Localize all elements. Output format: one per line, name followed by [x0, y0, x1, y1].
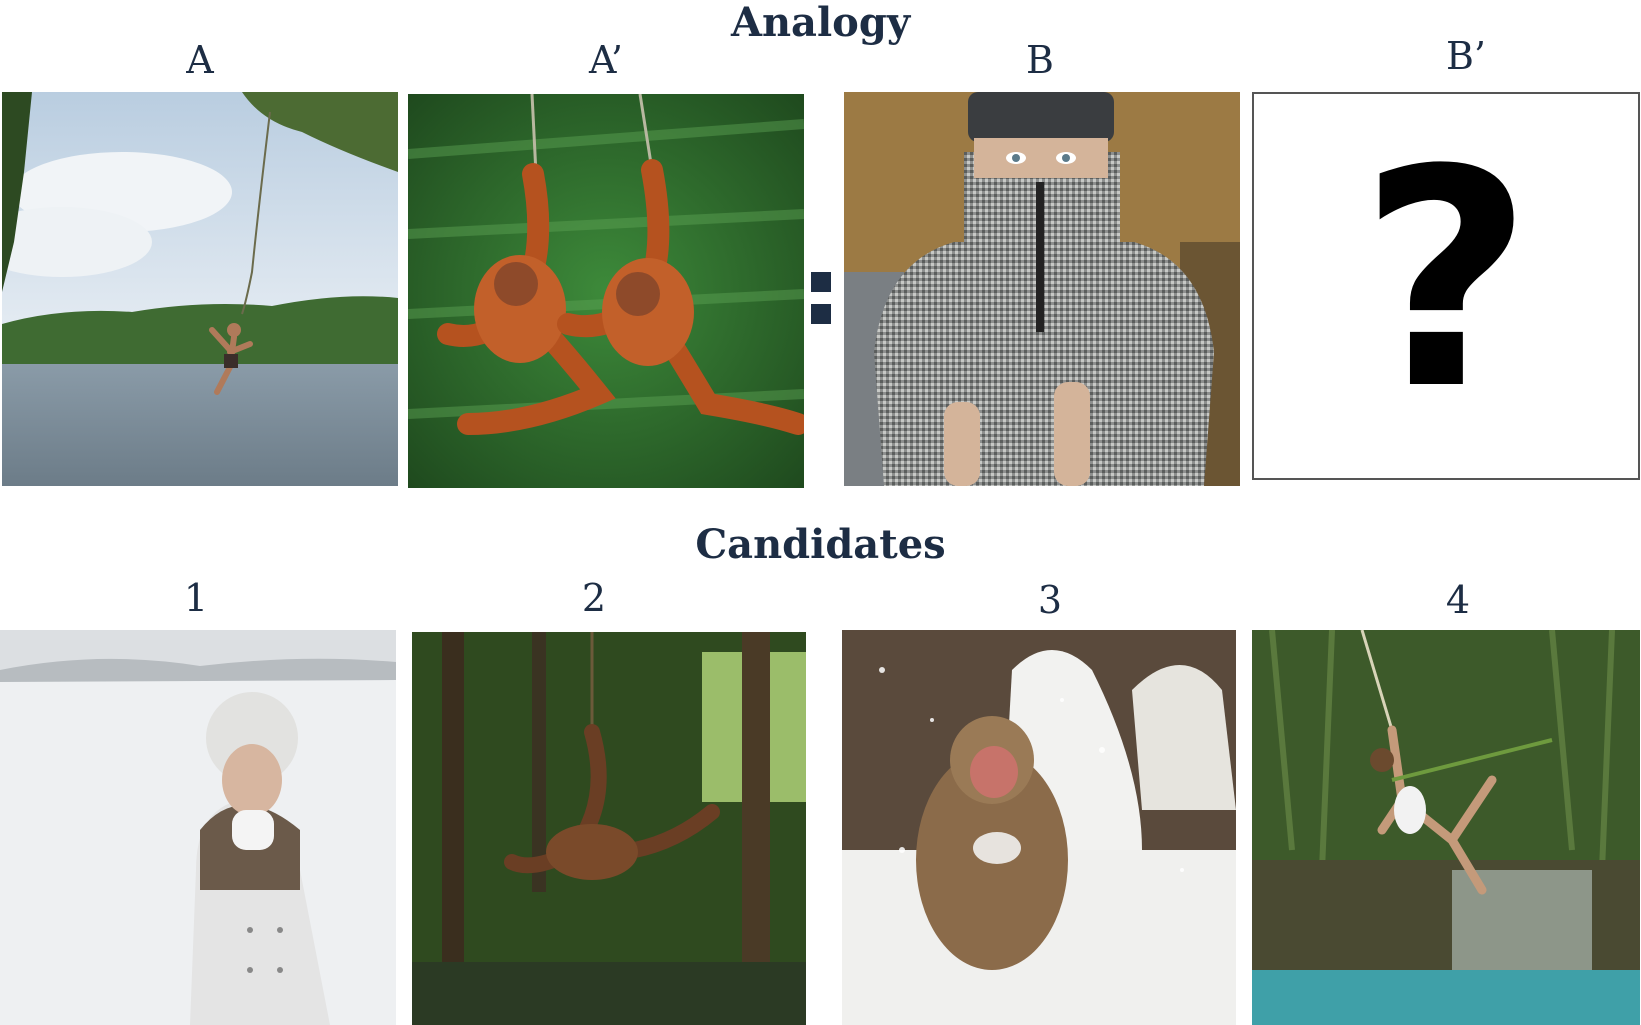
- candidate-3-snow-monkey[interactable]: [842, 630, 1236, 1025]
- image-b-man-in-sweater: [844, 92, 1240, 486]
- candidate-label-4: 4: [1445, 578, 1471, 622]
- analogy-title: Analogy: [730, 0, 911, 46]
- label-b-prime: B’: [1445, 34, 1486, 78]
- label-a-prime: A’: [589, 38, 623, 82]
- image-a-rope-swing-lake: [2, 92, 398, 486]
- candidate-label-2: 2: [581, 576, 607, 620]
- unknown-answer-box: ?: [1252, 92, 1640, 480]
- label-b: B: [1026, 38, 1054, 82]
- candidate-label-1: 1: [183, 576, 209, 620]
- analogy-colon: [811, 272, 833, 326]
- candidate-4-rope-swing-waterfall[interactable]: [1252, 630, 1640, 1025]
- image-a-prime-orangutans: [408, 94, 804, 488]
- candidate-1-woman-in-snow[interactable]: [0, 630, 396, 1025]
- candidate-2-orangutan-forest[interactable]: [412, 632, 806, 1025]
- question-mark: ?: [1358, 106, 1534, 455]
- candidates-title: Candidates: [695, 521, 946, 568]
- candidate-label-3: 3: [1037, 578, 1063, 622]
- label-a: A: [186, 38, 214, 82]
